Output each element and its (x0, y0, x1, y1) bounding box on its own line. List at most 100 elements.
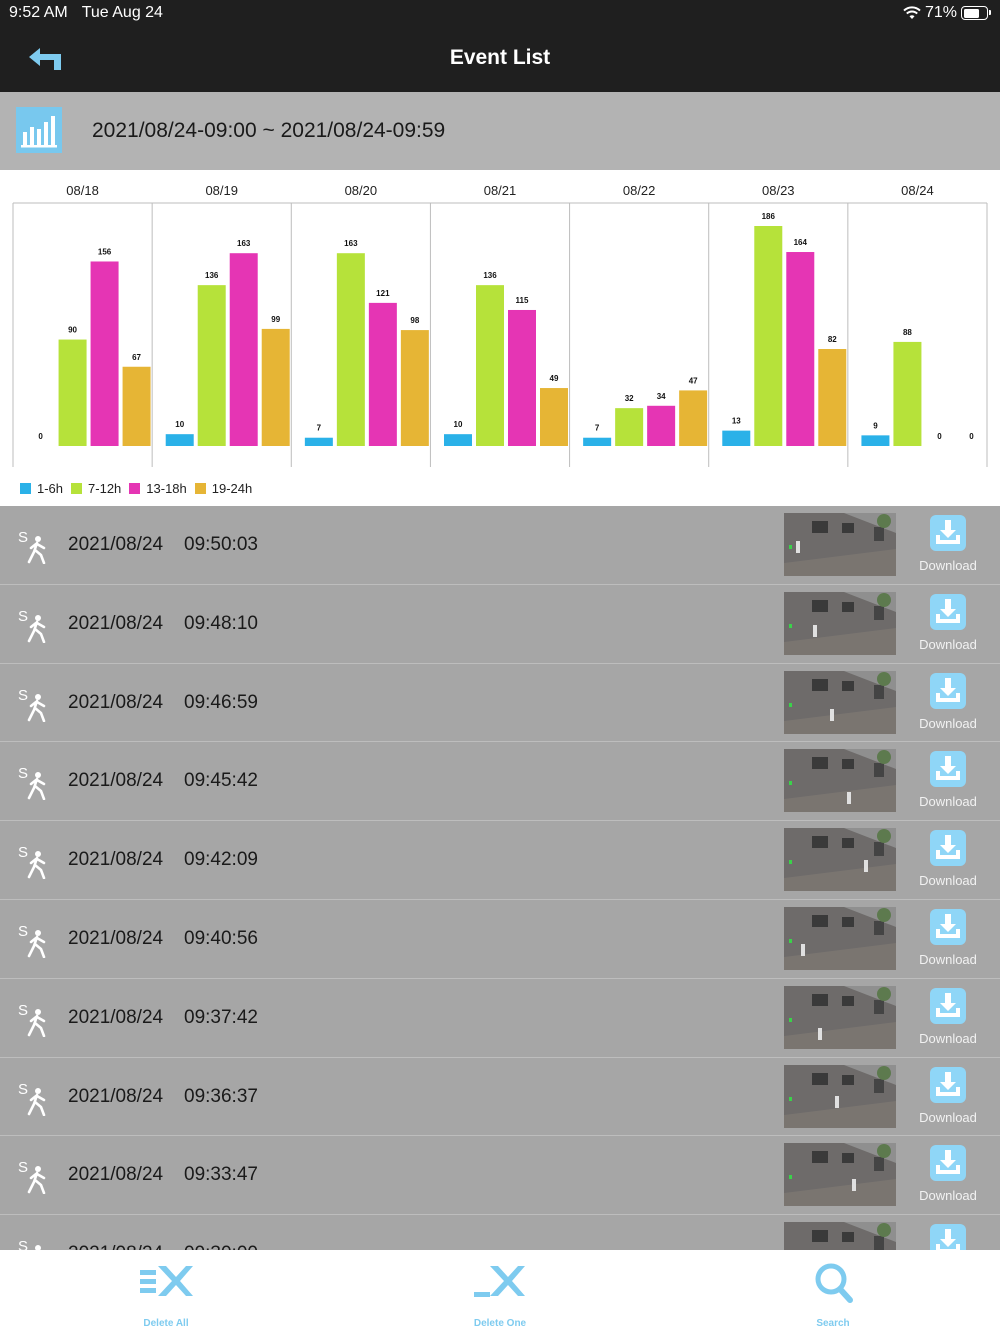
event-thumbnail[interactable] (784, 591, 896, 655)
bar-value-label: 163 (237, 239, 251, 248)
download-button[interactable]: Download (912, 672, 984, 736)
download-button[interactable]: Download (912, 1223, 984, 1250)
thumbnail-image (784, 749, 896, 813)
motion-detection-icon: S (18, 923, 46, 958)
thumbnail-image (784, 1222, 896, 1250)
download-button[interactable]: Download (912, 829, 984, 893)
event-thumbnail[interactable] (784, 1143, 896, 1207)
delete-one-button[interactable]: Delete One (440, 1250, 560, 1334)
wifi-icon (903, 6, 921, 19)
bar-value-label: 99 (271, 315, 280, 324)
bar-value-label: 67 (132, 353, 141, 362)
motion-detection-icon: S (18, 1238, 41, 1250)
legend-item: 19-24h (194, 481, 253, 496)
event-thumbnail[interactable] (784, 749, 896, 813)
bar-19-24h (540, 388, 568, 446)
event-row[interactable]: S 2021/08/24 09:33:47 (0, 1136, 1000, 1216)
nav-bar: Event List (0, 26, 1000, 92)
event-row[interactable]: S 2021/08/24 09:50:03 (0, 506, 1000, 585)
event-list[interactable]: S 2021/08/24 09:50:03 (0, 506, 1000, 1250)
download-icon (930, 751, 966, 788)
event-thumbnail[interactable] (784, 1222, 896, 1250)
download-button[interactable]: Download (912, 593, 984, 657)
event-thumbnail[interactable] (784, 906, 896, 970)
download-button[interactable]: Download (912, 987, 984, 1051)
event-time: 09:33:47 (184, 1164, 258, 1186)
event-row[interactable]: S 2021/08/24 09:48:10 (0, 584, 1000, 664)
search-button[interactable]: Search (773, 1250, 893, 1334)
event-row[interactable]: S 2021/08/24 09:45:42 (0, 742, 1000, 822)
chart-toggle-button[interactable] (16, 107, 62, 153)
bar-value-label: 98 (410, 316, 419, 325)
bar-7-12h (754, 226, 783, 446)
event-row[interactable]: S 2021/08/24 09:37:42 (0, 978, 1000, 1058)
bar-7-12h (615, 408, 644, 446)
download-button[interactable]: Download (912, 908, 984, 972)
bar-value-label: 49 (550, 374, 559, 383)
back-button[interactable] (26, 44, 68, 74)
thumbnail-image (784, 1143, 896, 1207)
thumbnail-image (784, 828, 896, 892)
bar-value-label: 88 (903, 328, 912, 337)
battery-percent: 71% (924, 4, 957, 21)
event-row[interactable]: S 2021/08/24 09:46:59 (0, 663, 1000, 743)
legend-swatch (129, 483, 141, 494)
bar-value-label: 121 (376, 289, 390, 298)
legend-label: 7-12h (88, 481, 122, 496)
bar-value-label: 47 (689, 376, 698, 385)
download-label: Download (919, 873, 977, 889)
event-row[interactable]: S 2021/08/24 09:36:37 (0, 1057, 1000, 1137)
event-date: 2021/08/24 (68, 1085, 164, 1107)
svg-text:S: S (18, 608, 28, 625)
svg-text:S: S (18, 1159, 28, 1176)
download-button[interactable]: Download (912, 1144, 984, 1208)
download-button[interactable]: Download (912, 750, 984, 814)
legend-item: 7-12h (71, 481, 121, 496)
event-thumbnail[interactable] (784, 985, 896, 1049)
event-row[interactable]: S 2021/08/24 09:30:00 (0, 1215, 1000, 1250)
download-icon (930, 593, 966, 630)
date-range-text: 2021/08/24-09:00 ~ 2021/08/24-09:59 (92, 119, 446, 142)
event-histogram: 08/18 0 90 156 67 08/19 10 136 163 99 08/20 7 163 121… (0, 170, 1000, 506)
legend-swatch (71, 483, 83, 494)
bar-value-label: 164 (794, 238, 808, 247)
motion-detection-icon: S (18, 765, 46, 801)
bar-value-label: 0 (937, 432, 942, 441)
bar-1-6h (304, 437, 333, 446)
bar-value-label: 136 (205, 271, 219, 280)
download-icon (930, 908, 966, 945)
motion-detection-icon: S (18, 1002, 46, 1037)
bar-1-6h (165, 434, 194, 446)
event-thumbnail[interactable] (784, 670, 896, 734)
motion-detection-icon: S (18, 687, 46, 722)
chart-legend: 1-6h 7-12h 13-18h 19-24h (20, 481, 252, 496)
svg-text:S: S (18, 1081, 28, 1098)
legend-label: 19-24h (211, 481, 253, 496)
event-row[interactable]: S 2021/08/24 09:40:56 (0, 899, 1000, 979)
download-label: Download (919, 1188, 977, 1204)
bar-7-12h (58, 339, 87, 446)
event-thumbnail[interactable] (784, 1064, 896, 1128)
download-label: Download (919, 1030, 977, 1046)
event-thumbnail[interactable] (784, 828, 896, 892)
event-thumbnail[interactable] (784, 513, 896, 576)
bar-value-label: 9 (873, 421, 878, 430)
motion-detection-icon: S (18, 529, 46, 564)
search-label: Search (816, 1318, 850, 1329)
event-row[interactable]: S 2021/08/24 09:42:09 (0, 821, 1000, 900)
legend-item: 1-6h (20, 481, 63, 496)
category-label: 08/21 (484, 183, 517, 198)
download-button[interactable]: Download (912, 514, 984, 578)
delete-all-button[interactable]: Delete All (106, 1250, 226, 1334)
bar-value-label: 34 (657, 392, 666, 401)
bar-1-6h (444, 434, 472, 446)
thumbnail-image (784, 1064, 896, 1128)
category-label: 08/18 (66, 183, 99, 198)
download-label: Download (919, 951, 977, 967)
bar-value-label: 32 (625, 394, 634, 403)
event-date: 2021/08/24 (68, 691, 164, 713)
bar-13-18h (90, 261, 119, 446)
download-icon (930, 1224, 966, 1250)
download-button[interactable]: Download (912, 1066, 984, 1130)
svg-text:S: S (18, 1238, 28, 1250)
